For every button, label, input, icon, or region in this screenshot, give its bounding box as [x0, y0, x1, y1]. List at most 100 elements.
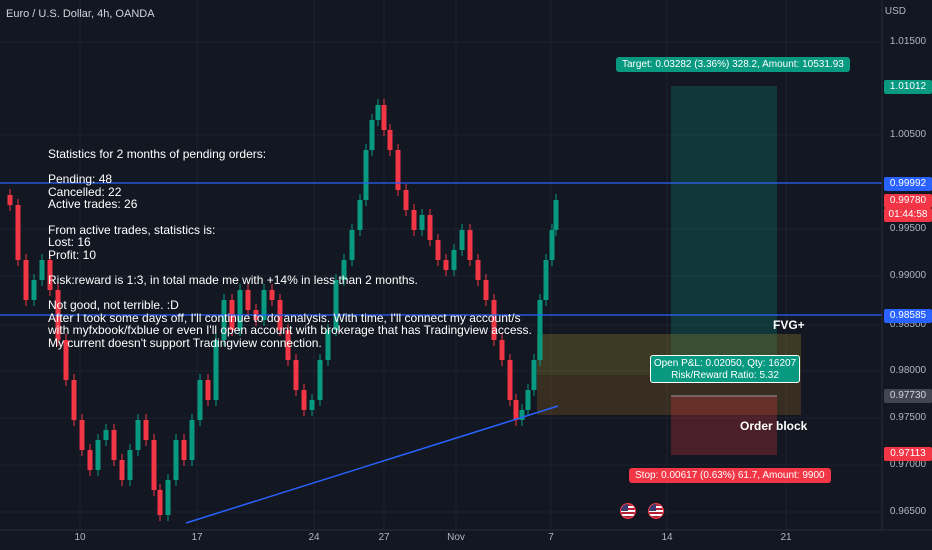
price-axis-label: 0.98500 — [889, 319, 927, 330]
candle-body — [363, 150, 369, 200]
candle-body — [269, 290, 275, 300]
candle-body — [71, 380, 77, 420]
time-axis-label: 17 — [191, 532, 203, 543]
price-axis-label: 0.99000 — [889, 270, 927, 281]
candle-body — [341, 260, 347, 280]
candle-body — [309, 400, 315, 410]
stop-label[interactable]: Stop: 0.00617 (0.63%) 61.7, Amount: 9900 — [629, 468, 831, 483]
price-axis-label: 1.00500 — [889, 129, 927, 140]
trendline[interactable] — [185, 405, 559, 524]
candle-body — [543, 260, 549, 300]
candle-body — [499, 340, 505, 360]
candle-body — [31, 280, 37, 300]
price-axis-label: 0.96500 — [889, 506, 927, 517]
support-price-tag: 0.98585 — [884, 309, 932, 323]
candle-body — [419, 215, 425, 230]
candle-body — [7, 195, 13, 205]
fvg-label: FVG+ — [773, 318, 805, 332]
statistics-note[interactable]: Statistics for 2 months of pending order… — [48, 147, 532, 350]
candle-body — [135, 420, 141, 450]
candle-body — [375, 105, 381, 120]
price-axis-label: 0.97500 — [889, 412, 927, 423]
candle-body — [111, 430, 117, 460]
candle-body — [475, 260, 481, 280]
price-axis-label: 0.99500 — [889, 223, 927, 234]
candle-body — [387, 130, 393, 150]
candle-body — [435, 240, 441, 260]
candle-body — [189, 420, 195, 460]
candle-body — [531, 360, 537, 390]
stop-zone[interactable] — [671, 396, 777, 455]
candle-body — [349, 230, 355, 260]
candle-body — [23, 260, 29, 300]
candle-body — [293, 360, 299, 390]
entry-price-tag: 0.97730 — [884, 389, 932, 403]
open-pnl-box[interactable]: Open P&L: 0.02050, Qty: 16207 Risk/Rewar… — [650, 355, 800, 383]
candle-body — [47, 260, 53, 290]
candle-body — [357, 200, 363, 230]
currency-label: USD — [884, 6, 906, 17]
candle-body — [95, 440, 101, 470]
candle-body — [87, 450, 93, 470]
candle-body — [513, 400, 519, 420]
stop-price-tag: 0.97113 — [884, 447, 932, 461]
candle-body — [103, 430, 109, 440]
price-axis-label: 1.01500 — [889, 36, 927, 47]
resistance-price-tag: 0.99992 — [884, 177, 932, 191]
candle-body — [221, 300, 227, 340]
candle-body — [537, 300, 543, 360]
candle-body — [459, 230, 465, 250]
risk-reward-text: Risk/Reward Ratio: 5.32 — [671, 370, 779, 381]
candle-body — [285, 330, 291, 360]
candle-body — [369, 120, 375, 150]
candle-body — [79, 420, 85, 450]
us-flag-icon[interactable] — [620, 503, 636, 519]
candle-body — [467, 230, 473, 260]
candle-body — [317, 360, 323, 400]
candle-body — [395, 150, 401, 190]
open-pnl-text: Open P&L: 0.02050, Qty: 16207 — [653, 358, 797, 369]
candle-body — [507, 360, 513, 400]
candle-body — [205, 380, 211, 400]
candle-body — [63, 340, 69, 380]
order-block-label: Order block — [740, 419, 808, 433]
candle-body — [213, 340, 219, 400]
bar-countdown: 01:44:58 — [884, 208, 932, 222]
candle-body — [381, 105, 387, 130]
candle-body — [173, 440, 179, 480]
target-label[interactable]: Target: 0.03282 (3.36%) 328.2, Amount: 1… — [616, 57, 850, 72]
candle-body — [245, 290, 251, 310]
candle-body — [237, 290, 243, 330]
price-axis-label: 0.97000 — [889, 459, 927, 470]
candle-body — [197, 380, 203, 420]
candle-body — [553, 200, 559, 230]
time-axis-label: 7 — [548, 532, 554, 543]
candle-body — [325, 330, 331, 360]
candle-body — [301, 390, 307, 410]
candle-body — [119, 460, 125, 480]
candle-body — [525, 390, 531, 410]
time-axis-label: 27 — [378, 532, 390, 543]
candle-body — [261, 290, 267, 320]
candle-body — [519, 410, 525, 420]
candle-body — [491, 300, 497, 340]
last-price-tag: 0.99780 — [884, 194, 932, 208]
candle-body — [333, 280, 339, 330]
target-zone[interactable] — [671, 86, 777, 364]
target-price-tag: 1.01012 — [884, 80, 932, 94]
candle-body — [181, 440, 187, 460]
candle-body — [165, 480, 171, 515]
time-axis-label: 14 — [661, 532, 673, 543]
time-axis-label: 24 — [308, 532, 320, 543]
candle-body — [451, 250, 457, 270]
candle-body — [15, 205, 21, 260]
candle-body — [151, 440, 157, 490]
price-axis-label: 0.98000 — [889, 365, 927, 376]
us-flag-icon[interactable] — [648, 503, 664, 519]
candle-body — [127, 450, 133, 480]
symbol-title[interactable]: Euro / U.S. Dollar, 4h, OANDA — [6, 8, 155, 20]
candle-body — [143, 420, 149, 440]
candlestick-series — [7, 99, 559, 521]
candle-body — [549, 230, 555, 260]
candle-body — [411, 210, 417, 230]
